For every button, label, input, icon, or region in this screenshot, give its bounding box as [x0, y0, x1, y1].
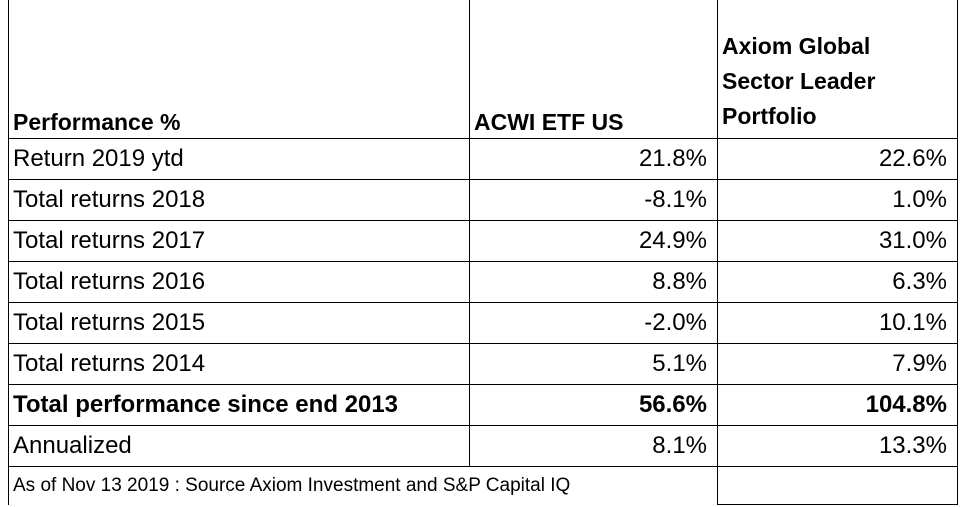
- axiom-value: 13.3%: [717, 425, 958, 467]
- axiom-value: 10.1%: [717, 302, 958, 344]
- acwi-value: -2.0%: [469, 302, 718, 344]
- header-axiom: Axiom Global Sector Leader Portfolio: [717, 0, 958, 139]
- row-label: Total performance since end 2013: [8, 384, 470, 426]
- footnote-row: As of Nov 13 2019 : Source Axiom Investm…: [8, 466, 958, 505]
- acwi-value: 21.8%: [469, 138, 718, 180]
- row-label: Total returns 2014: [8, 343, 470, 385]
- axiom-value: 31.0%: [717, 220, 958, 262]
- axiom-value: 22.6%: [717, 138, 958, 180]
- table-row: Total returns 2018 -8.1% 1.0%: [8, 179, 958, 221]
- header-axiom-line: Sector Leader: [722, 68, 876, 94]
- row-label: Total returns 2015: [8, 302, 470, 344]
- table-row: Annualized 8.1% 13.3%: [8, 425, 958, 467]
- acwi-value: -8.1%: [469, 179, 718, 221]
- header-acwi: ACWI ETF US: [469, 0, 718, 139]
- performance-table: Performance % ACWI ETF US Axiom Global S…: [8, 0, 958, 505]
- table-row: Total returns 2017 24.9% 31.0%: [8, 220, 958, 262]
- table-row-total: Total performance since end 2013 56.6% 1…: [8, 384, 958, 426]
- acwi-value: 8.1%: [469, 425, 718, 467]
- table-row: Total returns 2015 -2.0% 10.1%: [8, 302, 958, 344]
- acwi-value: 5.1%: [469, 343, 718, 385]
- header-row: Performance % ACWI ETF US Axiom Global S…: [8, 0, 958, 139]
- axiom-value: 7.9%: [717, 343, 958, 385]
- table-row: Total returns 2016 8.8% 6.3%: [8, 261, 958, 303]
- axiom-value: 1.0%: [717, 179, 958, 221]
- table-row: Total returns 2014 5.1% 7.9%: [8, 343, 958, 385]
- empty-cell: [717, 466, 958, 505]
- row-label: Annualized: [8, 425, 470, 467]
- table-row: Return 2019 ytd 21.8% 22.6%: [8, 138, 958, 180]
- row-label: Total returns 2018: [8, 179, 470, 221]
- axiom-value: 6.3%: [717, 261, 958, 303]
- footnote: As of Nov 13 2019 : Source Axiom Investm…: [8, 466, 718, 505]
- acwi-value: 24.9%: [469, 220, 718, 262]
- axiom-value: 104.8%: [717, 384, 958, 426]
- row-label: Total returns 2017: [8, 220, 470, 262]
- row-label: Total returns 2016: [8, 261, 470, 303]
- header-performance: Performance %: [8, 0, 470, 139]
- header-axiom-line: Portfolio: [722, 103, 817, 129]
- row-label: Return 2019 ytd: [8, 138, 470, 180]
- acwi-value: 8.8%: [469, 261, 718, 303]
- acwi-value: 56.6%: [469, 384, 718, 426]
- header-axiom-line: Axiom Global: [722, 33, 871, 59]
